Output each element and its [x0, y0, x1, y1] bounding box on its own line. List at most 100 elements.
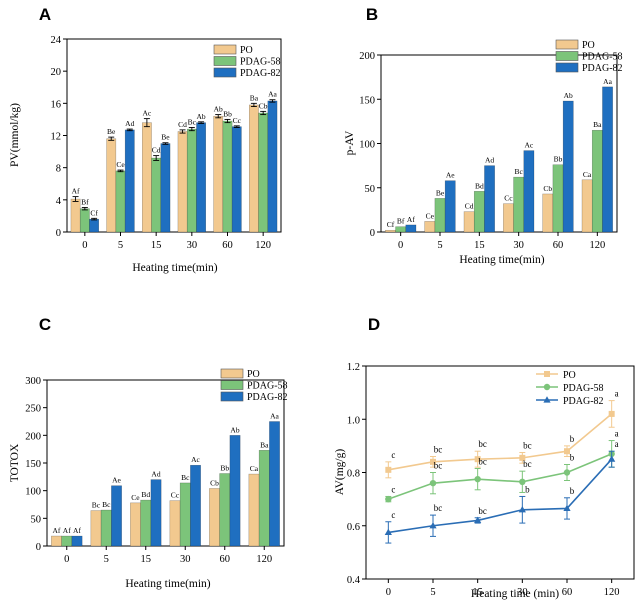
bar	[51, 535, 62, 547]
significance-label: Ad	[151, 470, 160, 479]
significance-label: Ad	[125, 119, 134, 128]
y-tick-label: 100	[359, 140, 375, 151]
legend-swatch	[213, 56, 237, 66]
x-tick-label: 30	[187, 240, 198, 251]
significance-label: Cd	[178, 120, 187, 129]
significance-label: bc	[434, 461, 443, 471]
bar	[463, 211, 475, 233]
x-tick-label: 30	[180, 554, 191, 565]
significance-label: Cf	[387, 220, 395, 229]
x-tick-label: 15	[141, 554, 152, 565]
significance-label: Be	[436, 188, 445, 197]
significance-label: Ac	[191, 455, 200, 464]
bar	[70, 198, 81, 233]
bar	[484, 165, 495, 233]
significance-label: Af	[63, 526, 71, 535]
data-point	[543, 383, 551, 391]
x-tick-label: 15	[151, 240, 162, 251]
bar	[79, 208, 90, 233]
significance-label: Be	[161, 133, 170, 142]
data-point	[544, 371, 550, 377]
bar	[473, 191, 485, 233]
bar	[267, 100, 278, 233]
significance-label: Aa	[603, 77, 612, 86]
bar	[581, 179, 593, 233]
y-axis-label: PV(mmol/kg)	[9, 103, 21, 167]
bar	[552, 164, 564, 233]
significance-label: Cc	[233, 116, 242, 125]
y-tick-label: 0	[36, 542, 41, 553]
y-tick-label: 1.0	[347, 415, 360, 426]
y-tick-label: 4	[56, 196, 62, 207]
significance-label: Ce	[116, 160, 125, 169]
y-tick-label: 24	[51, 35, 62, 46]
x-tick-label: 60	[220, 554, 231, 565]
bar	[186, 128, 197, 233]
data-point	[519, 478, 526, 486]
legend-swatch	[555, 62, 579, 73]
y-tick-label: 0	[370, 228, 375, 239]
x-tick-label: 60	[562, 587, 573, 598]
bar	[523, 150, 535, 233]
bar	[248, 473, 260, 547]
significance-label: Af	[407, 215, 415, 224]
significance-label: Bd	[475, 181, 484, 190]
data-point	[563, 504, 571, 512]
significance-label: c	[391, 450, 395, 460]
significance-label: Be	[107, 127, 116, 136]
bar	[213, 115, 224, 233]
bar	[150, 479, 162, 547]
bar	[269, 421, 280, 547]
significance-label: b	[570, 434, 575, 444]
x-tick-label: 60	[222, 240, 233, 251]
x-tick-label: 15	[472, 587, 483, 598]
x-tick-label: 5	[118, 240, 123, 251]
x-tick-label: 0	[398, 240, 403, 251]
data-point	[385, 466, 392, 473]
panel-letter: B	[366, 5, 378, 24]
y-tick-label: 150	[25, 459, 41, 470]
significance-label: Ca	[583, 170, 592, 179]
bar	[231, 126, 242, 233]
y-tick-label: 100	[25, 487, 41, 498]
chart-panel-D: 0.4 0.6 0.8 1.0 1.2 0 5 15 30 60 120 Heating time (…	[334, 315, 635, 600]
significance-label: a	[615, 429, 619, 439]
chart-panel-B: 0 50 100 150 200 0 5 15 30 60 120 Heating time(min)…	[344, 5, 623, 266]
plot-frame	[46, 379, 285, 547]
bar	[196, 122, 206, 233]
legend-label: PDAG-58	[582, 52, 623, 63]
bar	[115, 170, 126, 233]
bar	[258, 450, 270, 547]
significance-label: bc	[478, 457, 487, 467]
legend-label: PO	[247, 369, 260, 380]
bar	[61, 535, 73, 547]
bar	[229, 435, 241, 547]
panel-letter: A	[39, 5, 51, 24]
significance-label: c	[391, 510, 395, 520]
bar	[179, 482, 191, 547]
y-tick-label: 20	[51, 67, 62, 78]
data-point	[474, 456, 481, 463]
bar	[111, 485, 122, 547]
legend-label: PDAG-82	[240, 68, 281, 79]
legend-label: PDAG-82	[247, 392, 288, 403]
bar	[209, 488, 220, 547]
bar	[151, 157, 162, 233]
bar	[219, 473, 231, 547]
significance-label: b	[570, 453, 575, 463]
x-tick-label: 30	[517, 587, 528, 598]
x-tick-label: 5	[437, 240, 442, 251]
significance-label: Ae	[446, 171, 455, 180]
y-tick-label: 0.6	[347, 522, 360, 533]
bar	[424, 221, 436, 233]
significance-label: Bf	[81, 197, 89, 206]
legend-swatch	[555, 39, 579, 50]
legend-swatch	[220, 391, 244, 402]
panel-letter: C	[39, 315, 51, 334]
legend-swatch	[555, 51, 579, 61]
significance-label: bc	[523, 459, 532, 469]
significance-label: Ce	[426, 211, 435, 220]
x-tick-label: 120	[604, 587, 620, 598]
significance-label: Aa	[270, 412, 279, 421]
significance-label: Cd	[152, 146, 161, 155]
